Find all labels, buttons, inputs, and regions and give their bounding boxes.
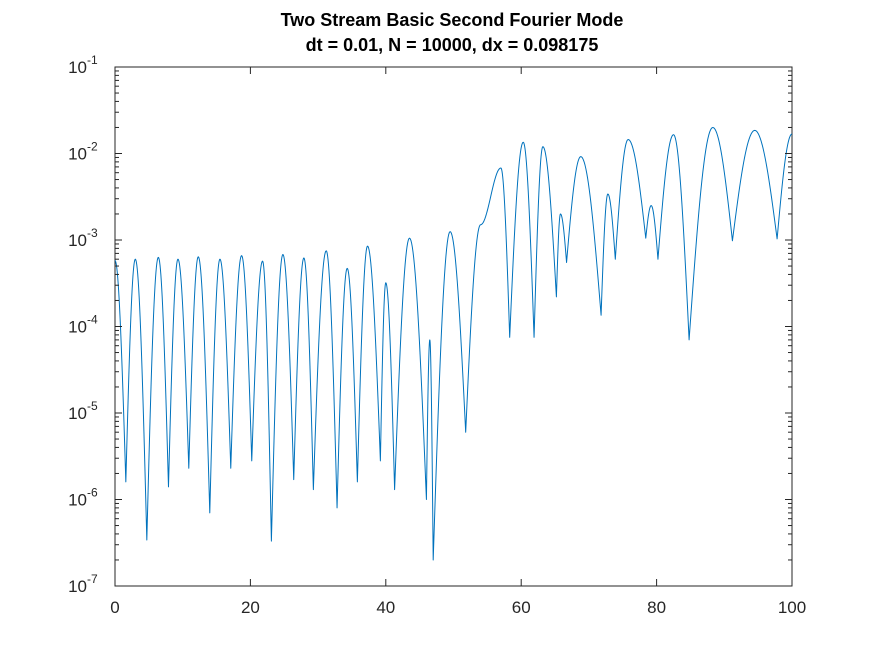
- axes-box: [114, 66, 793, 587]
- y-tick-exponent: -2: [87, 140, 98, 154]
- x-tick-label: 80: [647, 598, 666, 617]
- y-tick-label: 10: [68, 231, 87, 250]
- y-tick-exponent: -4: [87, 313, 98, 327]
- plot-area: [114, 66, 793, 587]
- series-line-1: [114, 126, 793, 561]
- x-tick-label: 60: [512, 598, 531, 617]
- y-tick-label: 10: [68, 404, 87, 423]
- y-tick-label: 10: [68, 318, 87, 337]
- y-tick-label: 10: [68, 145, 87, 164]
- y-tick-label: 10: [68, 491, 87, 510]
- chart-subtitle: dt = 0.01, N = 10000, dx = 0.098175: [306, 35, 599, 55]
- y-tick-exponent: -3: [87, 226, 98, 240]
- y-tick-exponent: -1: [87, 53, 98, 67]
- y-tick-label: 10: [68, 58, 87, 77]
- y-tick-label: 10: [68, 577, 87, 596]
- y-axis-tick-labels: 10-710-610-510-410-310-210-1: [68, 53, 98, 596]
- x-tick-label: 20: [241, 598, 260, 617]
- chart-title: Two Stream Basic Second Fourier Mode: [281, 10, 624, 30]
- x-tick-label: 40: [376, 598, 395, 617]
- y-tick-exponent: -7: [87, 572, 98, 586]
- y-tick-exponent: -5: [87, 399, 98, 413]
- x-tick-label: 100: [778, 598, 806, 617]
- x-tick-label: 0: [110, 598, 119, 617]
- tick-marks: [114, 66, 793, 587]
- y-tick-exponent: -6: [87, 486, 98, 500]
- x-axis-tick-labels: 0 20 40 60 80 100: [110, 598, 806, 617]
- series-layer: [114, 126, 793, 561]
